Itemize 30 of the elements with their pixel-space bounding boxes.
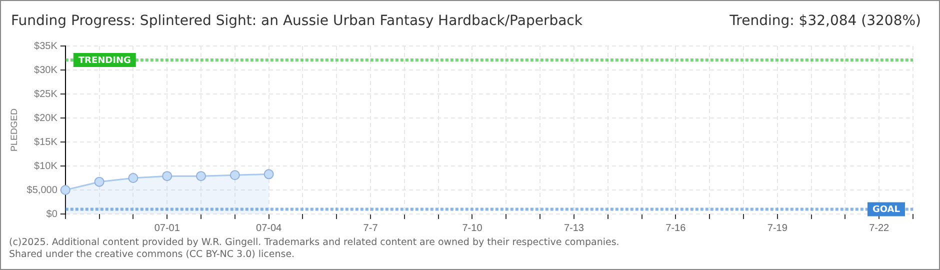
point [128, 173, 138, 183]
x-tick-label: 7-16 [666, 222, 686, 234]
point [196, 171, 206, 182]
y-tick-label: $25K [34, 88, 58, 100]
y-tick-label: $0 [46, 208, 58, 220]
ref-line-label: TRENDING [78, 56, 131, 66]
point [60, 185, 70, 195]
text: (c)2025. Additional content provided by W.R. Gingell. Trademarks and related content are owned by their respective companies. [9, 237, 620, 249]
chart-title: Funding Progress: Splintered Sight: an Aussie Urban Fantasy Hardback/Paperback [11, 13, 582, 29]
ref-line-label: GOAL [872, 205, 900, 216]
y-axis-title: PLEDGED [8, 108, 19, 152]
y-tick-label: $30K [34, 64, 58, 76]
y-tick-label: $10K [34, 160, 58, 172]
y-tick-label: $15K [34, 136, 58, 148]
text: Shared under the creative commons (CC BY-NC 3.0) license. [9, 249, 296, 261]
x-tick-label: 7-7 [363, 222, 378, 234]
y-tick-label: $5,000 [26, 184, 58, 196]
x-tick-label: 7-19 [767, 222, 788, 234]
x-tick-label: 07-01 [154, 222, 180, 234]
x-tick-label: 07-04 [256, 222, 282, 234]
y-tick-label: $20K [34, 112, 58, 124]
y-tick-label: $35K [34, 40, 58, 52]
point [230, 170, 240, 180]
x-tick-label: 7-22 [869, 222, 890, 234]
chart-subtitle: Trending: $32,084 (3208%) [730, 13, 921, 29]
x-tick-label: 7-13 [564, 222, 584, 234]
point [94, 176, 104, 187]
x-tick-label: 7-10 [462, 222, 483, 234]
point [162, 171, 172, 182]
point [264, 169, 274, 180]
